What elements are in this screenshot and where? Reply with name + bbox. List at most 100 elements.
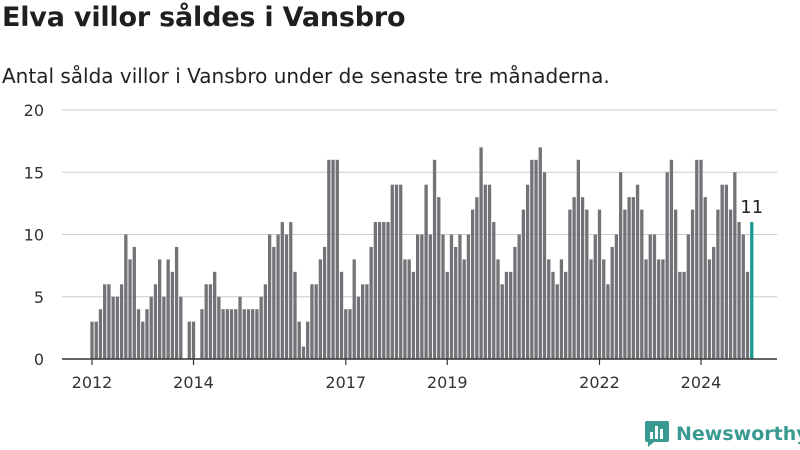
bar [267,234,272,359]
bar [213,271,217,359]
bar [208,284,213,359]
bar [111,296,115,359]
bar [564,271,568,359]
bar [234,309,238,359]
bar [314,284,318,359]
newsworthy-brand: Newsworthy [644,419,800,449]
bar-highlight [750,222,754,359]
bar [479,147,483,359]
bar [259,296,263,359]
bar [525,184,530,359]
bar [627,197,631,359]
bar [631,197,635,359]
bar [513,246,517,359]
bar [162,296,166,359]
bar [310,284,314,359]
bar [103,284,107,359]
bar [403,259,407,359]
bar [272,246,276,359]
bar [576,159,580,359]
bar [132,246,136,359]
bar [572,197,576,359]
bar [559,259,564,359]
bar [462,259,466,359]
bar [428,234,432,359]
bar [297,321,301,359]
bar [720,184,724,359]
bar [136,309,141,359]
bar [90,321,94,359]
x-tick-label: 2019 [427,373,468,392]
bar [344,309,348,359]
chart-title: Elva villor såldes i Vansbro [2,2,406,33]
bar [733,172,737,359]
x-tick-label: 2012 [72,373,113,392]
bar [542,172,547,359]
bar [445,271,449,359]
bar [602,259,606,359]
bar [420,234,424,359]
bar [170,271,174,359]
bar [424,184,428,359]
bar [686,234,690,359]
bar [187,321,191,359]
bar [585,209,589,359]
bar [246,309,251,359]
bar [724,184,729,359]
bar [530,159,534,359]
bar [191,321,196,359]
bar [619,172,623,359]
bar [538,147,542,359]
bar [458,234,462,359]
bar [682,271,686,359]
bar [745,271,750,359]
bar [115,296,120,359]
bar [487,184,492,359]
bar [500,284,504,359]
bar [238,296,242,359]
bar [640,209,644,359]
bar [580,197,585,359]
bar [551,271,555,359]
bar [339,271,344,359]
bar [673,209,678,359]
bar [606,284,610,359]
x-tick-label: 2022 [579,373,620,392]
bar [255,309,259,359]
bar [610,246,614,359]
bar [496,259,500,359]
bar [707,259,712,359]
bar [276,234,280,359]
bar [712,246,716,359]
y-tick-label: 20 [24,101,44,120]
bar [386,222,390,359]
bar [466,234,471,359]
bar [225,309,229,359]
bar [657,259,661,359]
bar [284,234,289,359]
bar [568,209,572,359]
bar [517,234,521,359]
bar [229,309,234,359]
bar [369,246,373,359]
bar [365,284,369,359]
bar [158,259,162,359]
x-tick-label: 2024 [681,373,722,392]
bar [322,246,327,359]
bar [301,346,306,359]
bar [280,222,284,359]
bar [204,284,208,359]
bar [652,234,657,359]
bar [107,284,111,359]
y-tick-label: 15 [24,163,44,182]
bar [411,271,416,359]
bar [348,309,352,359]
last-value-label: 11 [740,197,763,218]
bar [394,184,399,359]
bar [416,234,420,359]
bar [454,246,458,359]
bar [470,209,475,359]
bar [728,209,733,359]
bar [251,309,255,359]
bar [648,234,652,359]
